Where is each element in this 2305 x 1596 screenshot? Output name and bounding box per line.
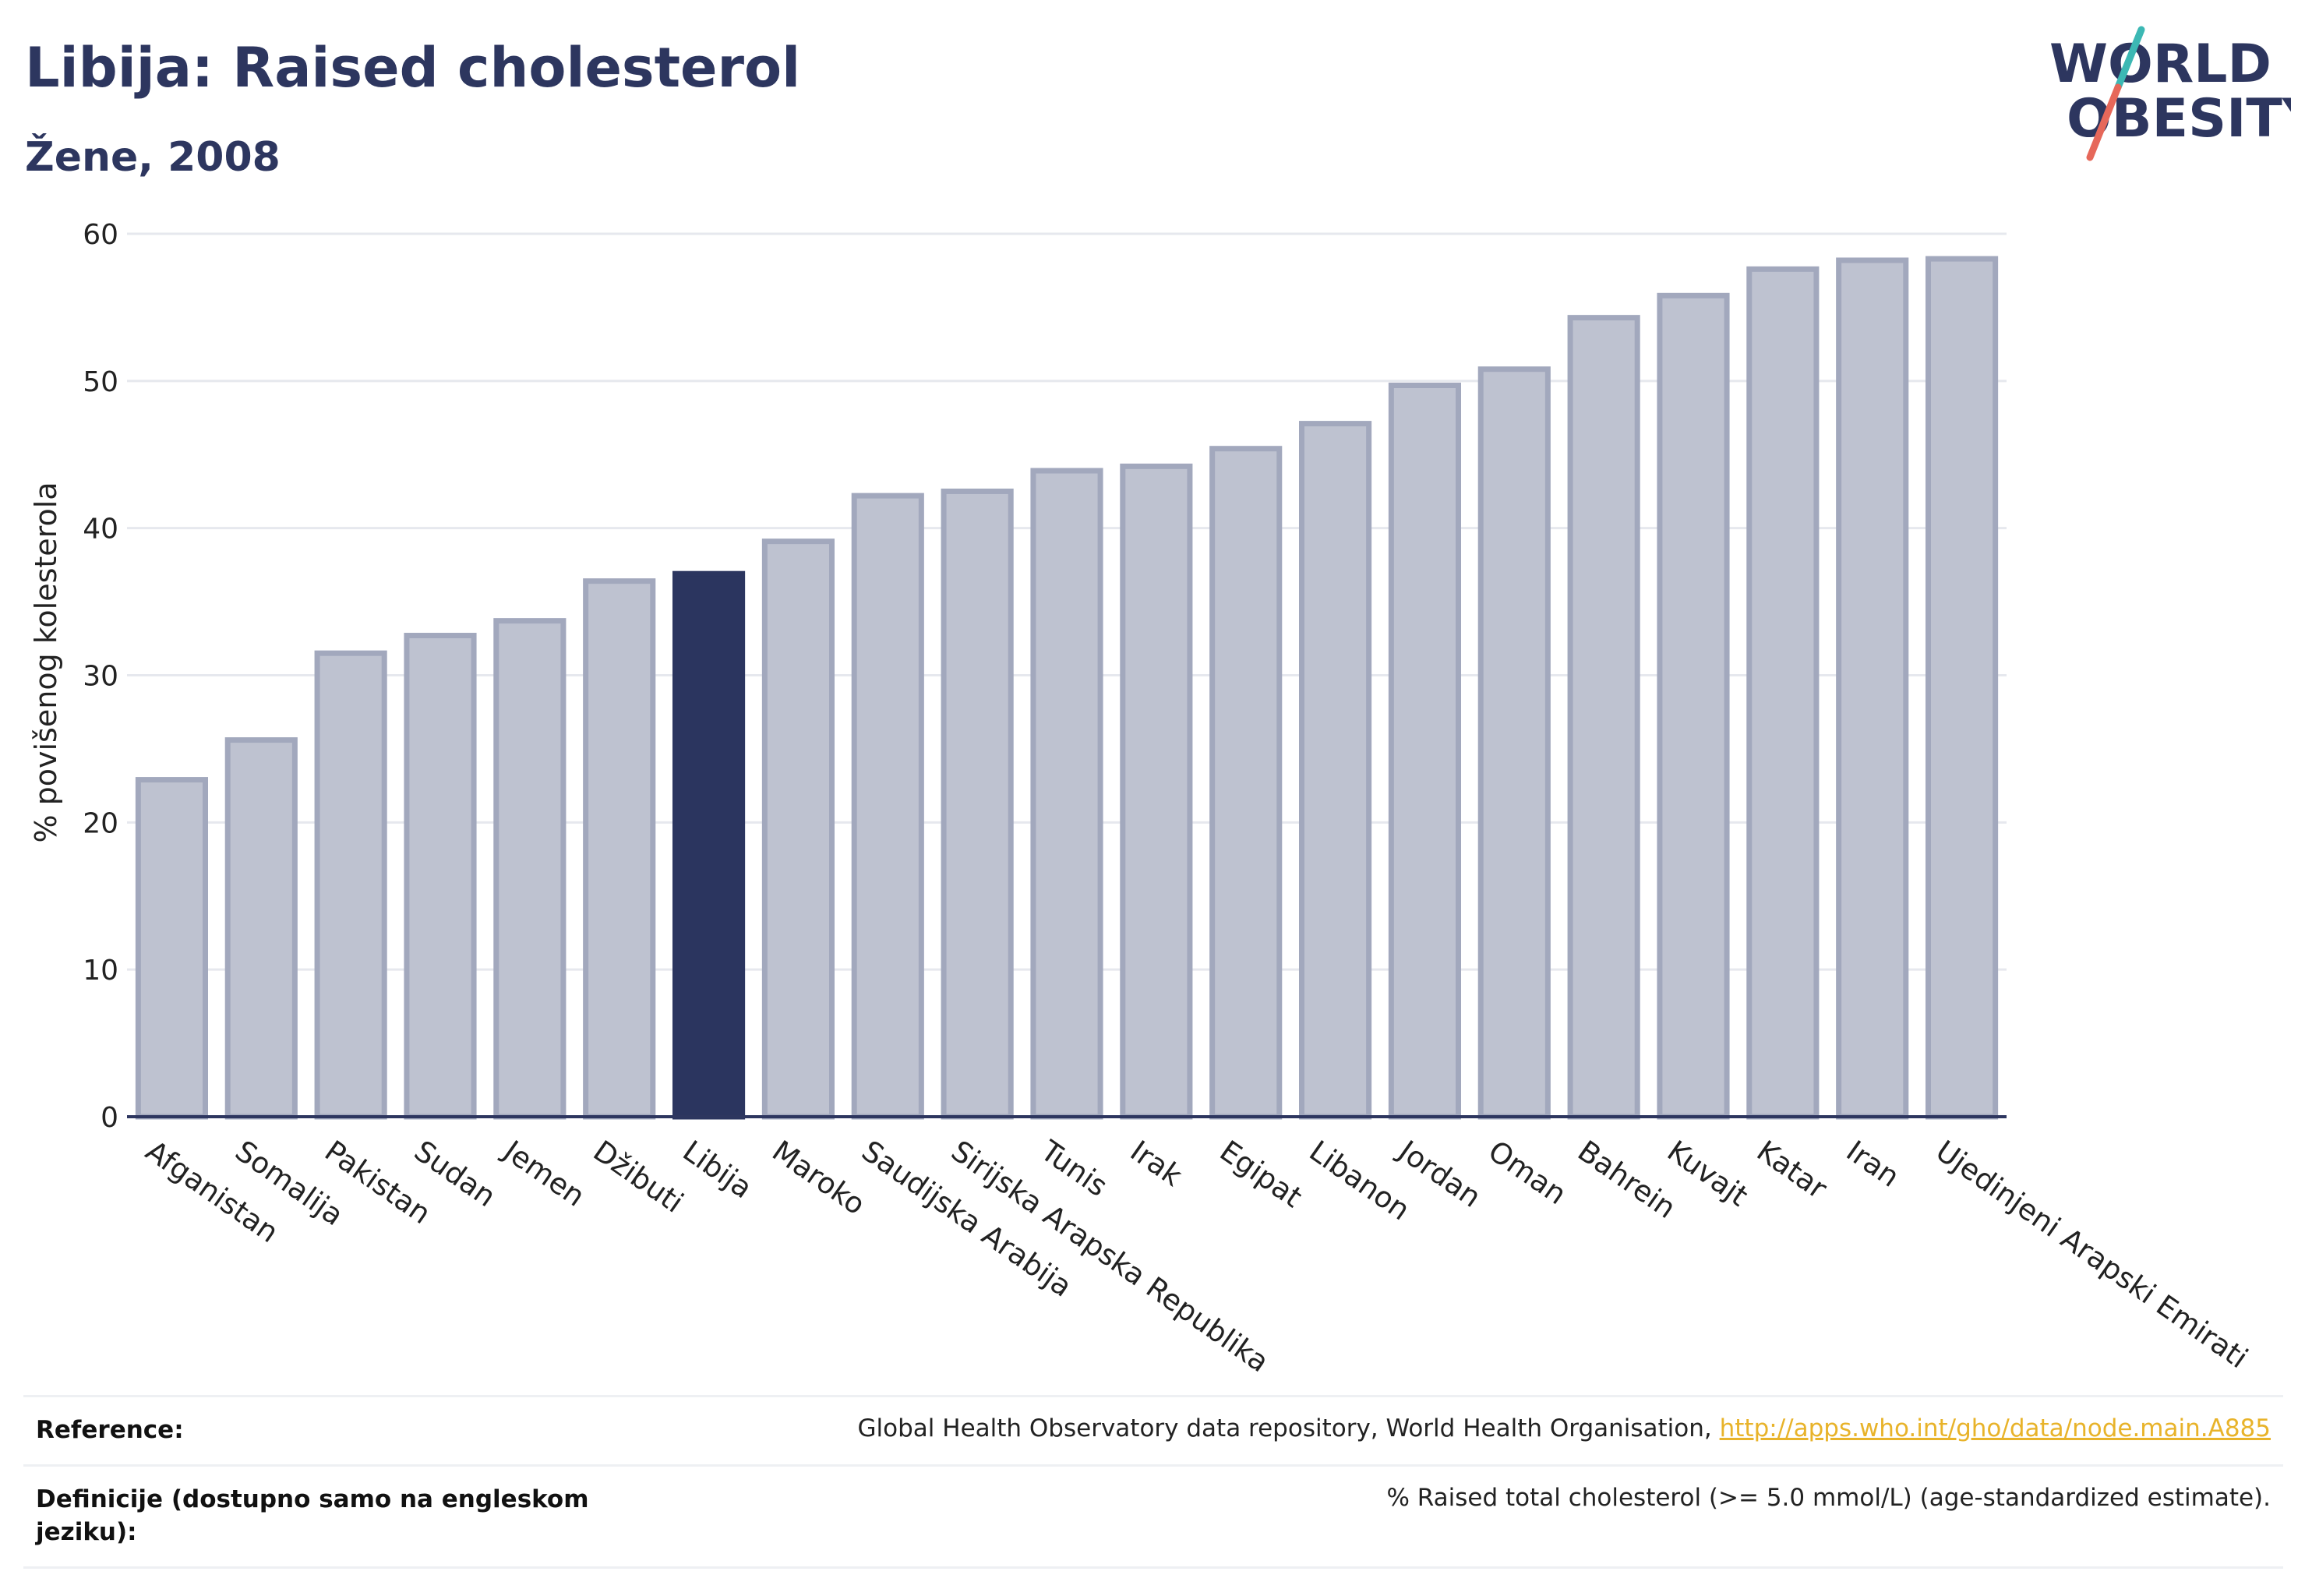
reference-row: Reference: Global Health Observatory dat…: [23, 1395, 2283, 1464]
reference-link[interactable]: http://apps.who.int/gho/data/node.main.A…: [1719, 1414, 2271, 1442]
x-tick-label: Jemen: [496, 1133, 591, 1213]
y-tick-label: 0: [101, 1102, 118, 1134]
bar-ujedinjeni-arapski-emirati: [1926, 256, 1999, 1120]
y-axis-label: % povišenog kolesterola: [29, 482, 63, 842]
x-tick-label: Iran: [1841, 1134, 1906, 1194]
x-tick-label: Libanon: [1303, 1134, 1416, 1227]
bar-pakistan: [314, 650, 387, 1120]
definition-row: Definicije (dostupno samo na engleskom j…: [23, 1464, 2283, 1569]
bar-afganistan: [135, 777, 209, 1120]
reference-label: Reference:: [36, 1416, 184, 1444]
x-tick-label: Maroko: [766, 1134, 871, 1221]
reference-text: Global Health Observatory data repositor…: [857, 1414, 1720, 1442]
bar-katar: [1746, 266, 1820, 1120]
x-tick-label: Egipat: [1214, 1134, 1308, 1214]
chart-subtitle: Žene, 2008: [25, 134, 281, 181]
bar-kuvajt: [1657, 292, 1730, 1120]
bar-jemen: [493, 618, 567, 1120]
bar-tunis: [1030, 468, 1103, 1120]
definition-label: Definicije (dostupno samo na engleskom j…: [36, 1485, 589, 1546]
chart-footer: Reference: Global Health Observatory dat…: [23, 1395, 2283, 1569]
x-tick-label: Bahrein: [1572, 1134, 1682, 1225]
y-tick-label: 50: [83, 366, 118, 398]
y-tick-label: 10: [83, 955, 118, 987]
bar-chart: 0102030405060AfganistanSomalijaPakistanS…: [29, 219, 2254, 1379]
x-tick-label: Libija: [676, 1134, 758, 1205]
x-tick-label: Katar: [1751, 1134, 1834, 1206]
bar-libija: [672, 570, 746, 1120]
bar-sudan: [404, 633, 477, 1120]
chart-title: Libija: Raised cholesterol: [25, 36, 801, 100]
reference-value: Global Health Observatory data repositor…: [858, 1414, 2271, 1447]
logo-line1: WORLD: [2049, 34, 2271, 95]
bar-maroko: [761, 538, 835, 1120]
bar-oman: [1477, 366, 1551, 1120]
y-tick-label: 60: [83, 219, 118, 251]
x-tick-label: Irak: [1124, 1134, 1189, 1193]
bar-irak: [1120, 463, 1193, 1120]
logo-slash-coral: [2086, 83, 2122, 161]
x-tick-label: Džibuti: [588, 1134, 690, 1220]
definition-text: % Raised total cholesterol (>= 5.0 mmol/…: [1386, 1483, 2271, 1512]
logo-slash-teal: [2114, 26, 2145, 91]
bar-libanon: [1299, 421, 1372, 1120]
bar-egipat: [1209, 446, 1283, 1120]
bar-somalija: [224, 737, 298, 1120]
bars: [135, 256, 1999, 1120]
bar-jordan: [1388, 382, 1462, 1120]
bar-sirijska-arapska-republika: [941, 488, 1014, 1120]
bar-saudijska-arabija: [851, 493, 924, 1120]
world-obesity-logo: WORLD OBESITY: [2049, 26, 2291, 161]
y-tick-label: 30: [83, 661, 118, 693]
bar-džibuti: [583, 578, 656, 1120]
bar-bahrein: [1567, 315, 1640, 1120]
bar-iran: [1836, 257, 1909, 1120]
y-tick-label: 40: [83, 514, 118, 546]
x-tick-label: Oman: [1482, 1134, 1573, 1211]
y-tick-label: 20: [83, 807, 118, 839]
x-tick-label: Ujedinjeni Arapski Emirati: [1929, 1134, 2254, 1375]
